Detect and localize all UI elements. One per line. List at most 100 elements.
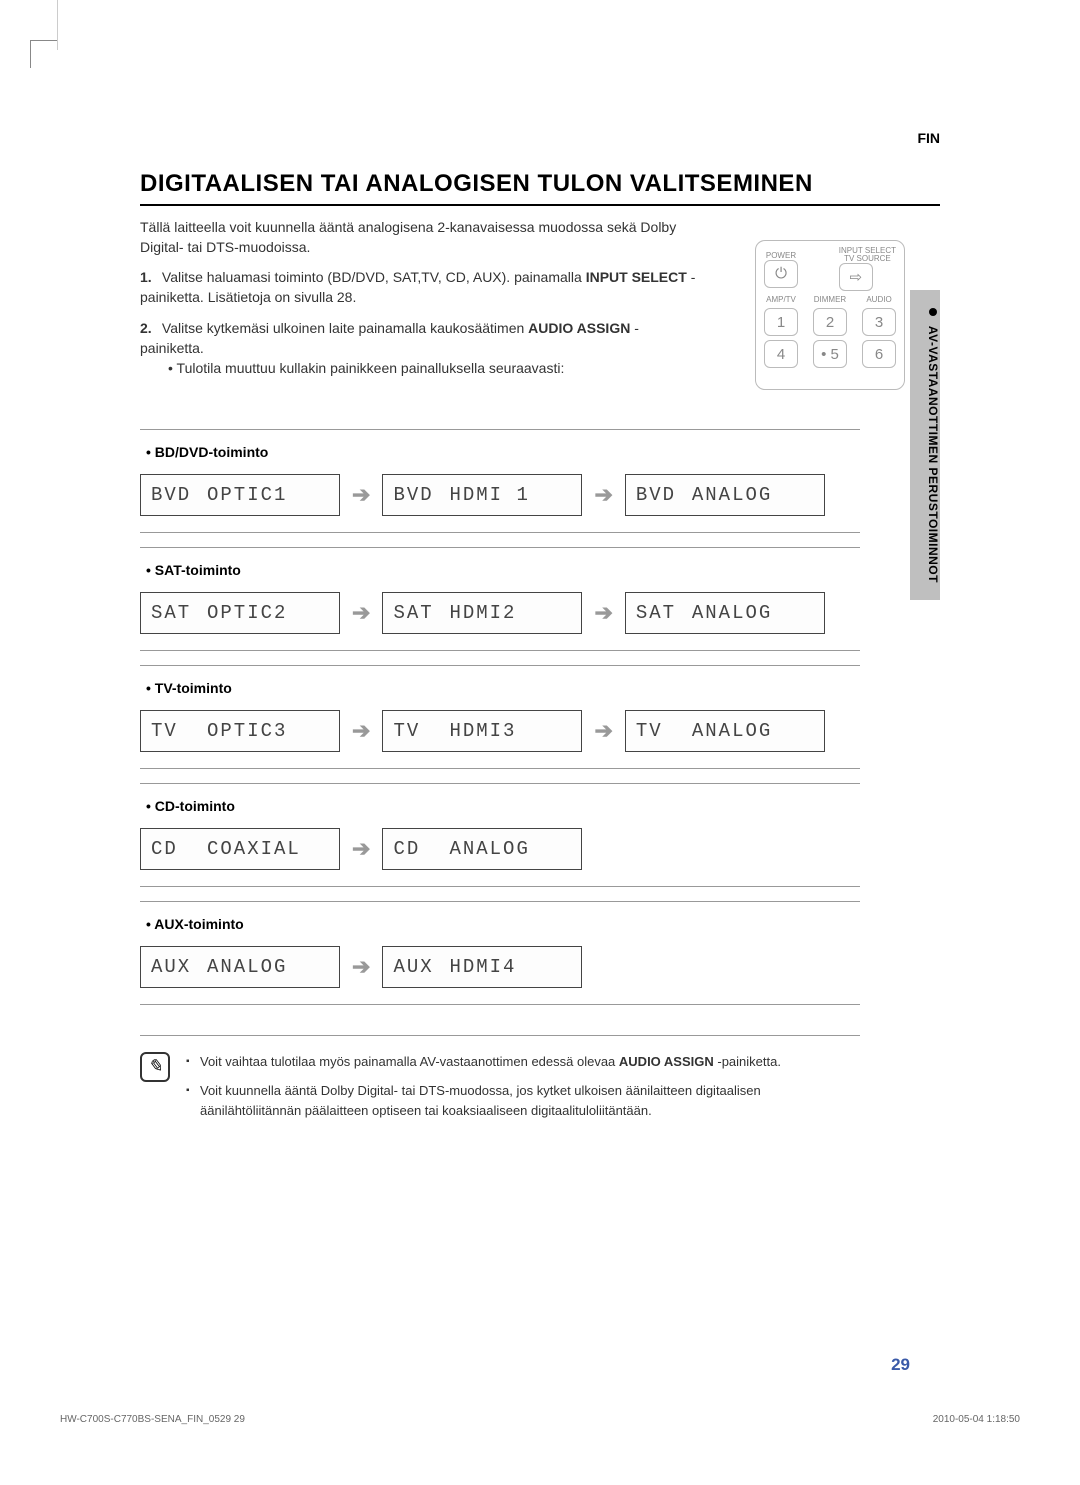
remote-power-label: POWER <box>764 251 798 260</box>
remote-num-button[interactable]: 3 <box>862 308 896 336</box>
display-source: AUX <box>151 956 207 978</box>
display-row: AUXANALOG➔AUXHDMI4 <box>140 946 860 988</box>
display-box: SATHDMI2 <box>382 592 582 634</box>
step-number: 2. <box>140 318 158 338</box>
display-row: BVDOPTIC1➔BVDHDMI 1➔BVDANALOG <box>140 474 860 516</box>
page-number: 29 <box>891 1355 910 1375</box>
step-1: 1. Valitse haluamasi toiminto (BD/DVD, S… <box>140 267 700 308</box>
note-icon: ✎ <box>140 1052 170 1082</box>
display-source: BVD <box>636 484 692 506</box>
remote-audio-label: AUDIO <box>862 295 896 304</box>
display-mode: ANALOG <box>692 602 772 624</box>
note-keyword: AUDIO ASSIGN <box>619 1054 714 1069</box>
remote-power-button[interactable]: ⏻ <box>764 260 798 288</box>
display-source: SAT <box>636 602 692 624</box>
remote-num-button[interactable]: 4 <box>764 340 798 368</box>
function-section: SAT-toimintoSATOPTIC2➔SATHDMI2➔SATANALOG <box>140 547 860 651</box>
display-box: CDCOAXIAL <box>140 828 340 870</box>
remote-num-button[interactable]: 6 <box>862 340 896 368</box>
display-row: CDCOAXIAL➔CDANALOG <box>140 828 860 870</box>
step-keyword: AUDIO ASSIGN <box>528 320 630 336</box>
language-code: FIN <box>917 130 940 146</box>
display-mode: HDMI4 <box>449 956 516 978</box>
display-mode: OPTIC2 <box>207 602 287 624</box>
display-box: TVHDMI3 <box>382 710 582 752</box>
step-keyword: INPUT SELECT <box>586 269 687 285</box>
display-mode: COAXIAL <box>207 838 301 860</box>
step-text: Valitse haluamasi toiminto (BD/DVD, SAT,… <box>162 269 586 285</box>
arrow-icon: ➔ <box>350 954 372 980</box>
remote-num-button[interactable]: 2 <box>813 308 847 336</box>
intro-text: Tällä laitteella voit kuunnella ääntä an… <box>140 218 700 257</box>
display-box: TVANALOG <box>625 710 825 752</box>
display-mode: HDMI2 <box>449 602 516 624</box>
remote-input-button[interactable]: ⇨ <box>839 263 873 291</box>
function-section: CD-toimintoCDCOAXIAL➔CDANALOG <box>140 783 860 887</box>
display-source: SAT <box>151 602 207 624</box>
display-box: AUXANALOG <box>140 946 340 988</box>
display-source: TV <box>636 720 692 742</box>
display-source: CD <box>393 838 449 860</box>
function-section: BD/DVD-toimintoBVDOPTIC1➔BVDHDMI 1➔BVDAN… <box>140 429 860 533</box>
display-source: TV <box>393 720 449 742</box>
crop-line <box>57 0 58 50</box>
page-title: DIGITAALISEN TAI ANALOGISEN TULON VALITS… <box>140 170 940 206</box>
display-row: TVOPTIC3➔TVHDMI3➔TVANALOG <box>140 710 860 752</box>
remote-input-label: INPUT SELECT TV SOURCE <box>839 247 896 263</box>
display-mode: ANALOG <box>692 720 772 742</box>
remote-diagram: POWER ⏻ INPUT SELECT TV SOURCE ⇨ AMP/TV … <box>755 240 905 390</box>
display-box: BVDHDMI 1 <box>382 474 582 516</box>
footer: HW-C700S-C770BS-SENA_FIN_0529 29 2010-05… <box>60 1414 1020 1425</box>
function-title: TV-toiminto <box>146 680 860 696</box>
display-mode: HDMI3 <box>449 720 516 742</box>
arrow-icon: ➔ <box>350 836 372 862</box>
step-number: 1. <box>140 267 158 287</box>
note-item: Voit vaihtaa tulotilaa myös painamalla A… <box>186 1052 860 1072</box>
display-source: BVD <box>393 484 449 506</box>
function-section: AUX-toimintoAUXANALOG➔AUXHDMI4 <box>140 901 860 1005</box>
arrow-icon: ➔ <box>592 718 614 744</box>
display-mode: OPTIC3 <box>207 720 287 742</box>
note-text: Voit kuunnella ääntä Dolby Digital- tai … <box>200 1083 761 1118</box>
function-title: AUX-toiminto <box>146 916 860 932</box>
display-mode: OPTIC1 <box>207 484 287 506</box>
notes-list: Voit vaihtaa tulotilaa myös painamalla A… <box>186 1052 860 1131</box>
arrow-icon: ➔ <box>350 600 372 626</box>
steps-list: 1. Valitse haluamasi toiminto (BD/DVD, S… <box>140 267 700 378</box>
function-section: TV-toimintoTVOPTIC3➔TVHDMI3➔TVANALOG <box>140 665 860 769</box>
arrow-icon: ➔ <box>350 718 372 744</box>
display-source: SAT <box>393 602 449 624</box>
step-2: 2. Valitse kytkemäsi ulkoinen laite pain… <box>140 318 700 379</box>
function-title: BD/DVD-toiminto <box>146 444 860 460</box>
display-box: CDANALOG <box>382 828 582 870</box>
display-mode: ANALOG <box>449 838 529 860</box>
remote-num-button[interactable]: 1 <box>764 308 798 336</box>
display-box: BVDANALOG <box>625 474 825 516</box>
display-mode: ANALOG <box>207 956 287 978</box>
display-source: BVD <box>151 484 207 506</box>
display-box: TVOPTIC3 <box>140 710 340 752</box>
note-text: Voit vaihtaa tulotilaa myös painamalla A… <box>200 1054 619 1069</box>
display-source: CD <box>151 838 207 860</box>
remote-num-button[interactable]: • 5 <box>813 340 847 368</box>
footer-left: HW-C700S-C770BS-SENA_FIN_0529 29 <box>60 1414 245 1425</box>
display-row: SATOPTIC2➔SATHDMI2➔SATANALOG <box>140 592 860 634</box>
note-item: Voit kuunnella ääntä Dolby Digital- tai … <box>186 1081 860 1120</box>
display-source: AUX <box>393 956 449 978</box>
functions-container: BD/DVD-toimintoBVDOPTIC1➔BVDHDMI 1➔BVDAN… <box>140 429 860 1005</box>
function-title: SAT-toiminto <box>146 562 860 578</box>
function-title: CD-toiminto <box>146 798 860 814</box>
footer-right: 2010-05-04 1:18:50 <box>933 1414 1020 1425</box>
arrow-icon: ➔ <box>592 482 614 508</box>
display-mode: HDMI 1 <box>449 484 529 506</box>
step-text: Valitse kytkemäsi ulkoinen laite painama… <box>162 320 528 336</box>
remote-amptv-label: AMP/TV <box>764 295 798 304</box>
notes-box: ✎ Voit vaihtaa tulotilaa myös painamalla… <box>140 1035 860 1131</box>
display-mode: ANALOG <box>692 484 772 506</box>
arrow-icon: ➔ <box>350 482 372 508</box>
arrow-icon: ➔ <box>592 600 614 626</box>
display-box: BVDOPTIC1 <box>140 474 340 516</box>
display-box: SATANALOG <box>625 592 825 634</box>
display-box: SATOPTIC2 <box>140 592 340 634</box>
crop-mark <box>30 40 58 68</box>
